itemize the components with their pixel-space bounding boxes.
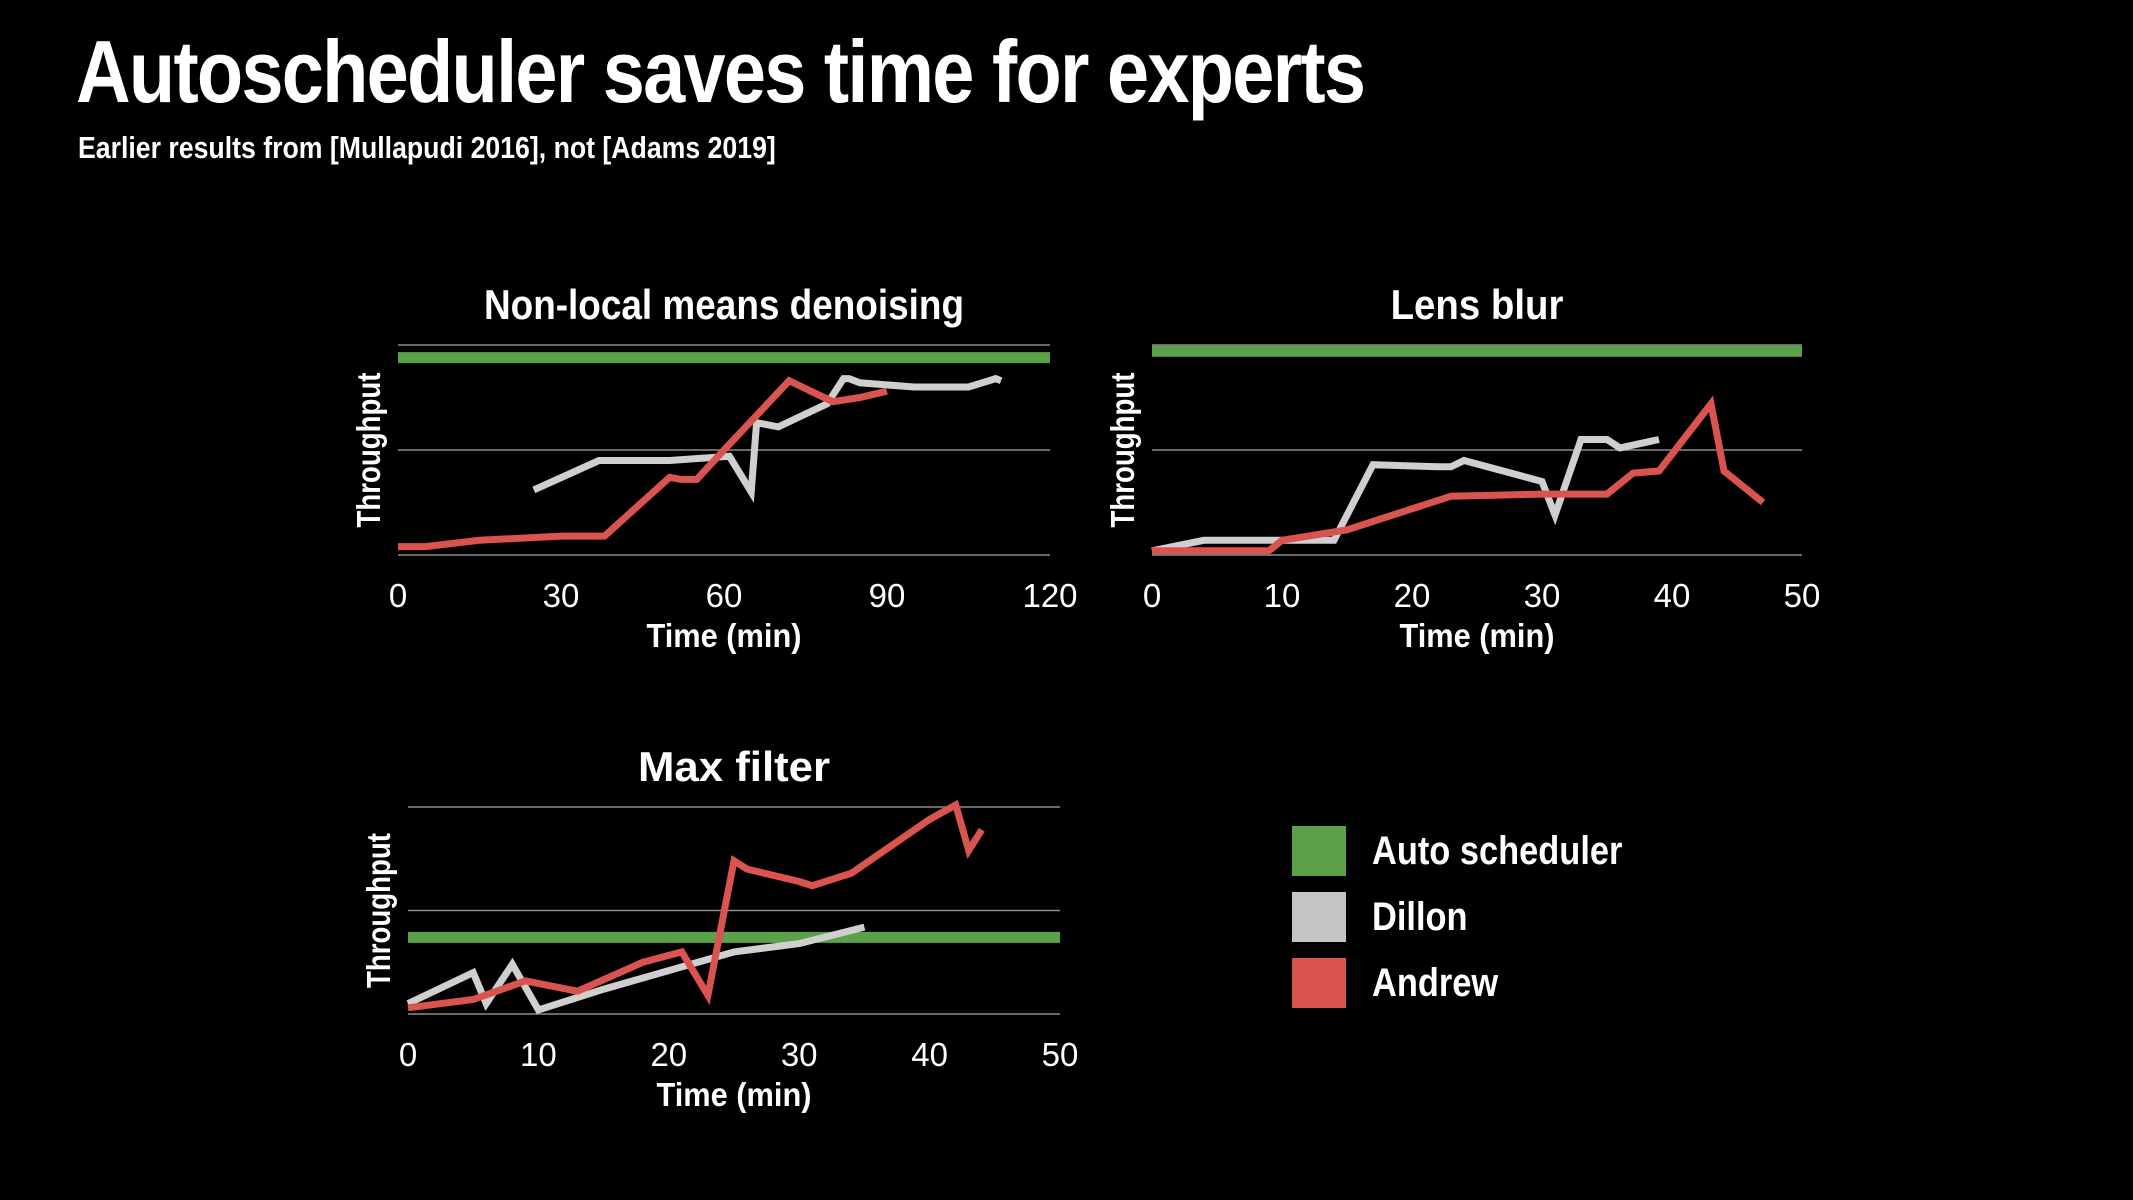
chart-lens-blur: Lens blur 0 10 20 30 40 50 Time (min) Throughput	[1104, 281, 1820, 654]
x-tick-label: 40	[1654, 577, 1691, 614]
x-tick-label: 20	[1394, 577, 1431, 614]
x-tick-label: 60	[706, 577, 743, 614]
x-tick-label: 30	[781, 1036, 818, 1073]
y-axis-label: Throughput	[350, 372, 387, 527]
x-tick-label: 50	[1784, 577, 1821, 614]
x-tick-label: 0	[1143, 577, 1161, 614]
x-axis-label: Time (min)	[647, 617, 802, 654]
legend-item-auto-scheduler: Auto scheduler	[1292, 818, 1663, 884]
chart-non-local-means-denoising: Non-local means denoising 0 30 60 90 120 Time …	[350, 281, 1078, 654]
x-tick-label: 30	[543, 577, 580, 614]
chart-max-filter: Max filter 0 10 20 30 40 50 Time (min) Throughpu…	[360, 743, 1078, 1113]
chart-title: Lens blur	[1391, 281, 1564, 328]
legend-swatch-auto-scheduler	[1292, 826, 1346, 876]
y-axis-label: Throughput	[1104, 372, 1141, 527]
series-line-dillon	[406, 923, 866, 1015]
x-tick-label: 40	[911, 1036, 948, 1073]
x-axis-label: Time (min)	[1400, 617, 1555, 654]
chart-title: Max filter	[638, 743, 830, 790]
legend-label: Dillon	[1372, 894, 1468, 939]
legend-item-andrew: Andrew	[1292, 950, 1663, 1016]
legend-swatch-dillon	[1292, 892, 1346, 942]
legend-swatch-andrew	[1292, 958, 1346, 1008]
x-tick-label: 90	[869, 577, 906, 614]
legend-label: Andrew	[1372, 960, 1499, 1005]
x-tick-label: 50	[1042, 1036, 1079, 1073]
x-tick-label: 20	[650, 1036, 687, 1073]
x-tick-label: 30	[1524, 577, 1561, 614]
x-tick-label: 0	[389, 577, 407, 614]
x-tick-label: 10	[1264, 577, 1301, 614]
legend: Auto scheduler Dillon Andrew	[1292, 818, 1663, 1016]
series-line-dillon	[532, 374, 1003, 504]
x-axis-label: Time (min)	[657, 1076, 812, 1113]
legend-item-dillon: Dillon	[1292, 884, 1663, 950]
x-tick-label: 0	[399, 1036, 417, 1073]
x-tick-label: 120	[1022, 577, 1077, 614]
y-axis-label: Throughput	[360, 833, 397, 988]
slide-subtitle: Earlier results from [Mullapudi 2016], n…	[78, 130, 776, 165]
x-tick-label: 10	[520, 1036, 557, 1073]
series-line-andrew	[1152, 395, 1766, 555]
legend-label: Auto scheduler	[1372, 828, 1623, 873]
slide-title: Autoscheduler saves time for experts	[76, 22, 1366, 121]
series-line-andrew	[398, 376, 888, 551]
series-line-andrew	[407, 799, 985, 1012]
series-line-dillon	[1151, 436, 1660, 555]
chart-title: Non-local means denoising	[484, 281, 964, 328]
